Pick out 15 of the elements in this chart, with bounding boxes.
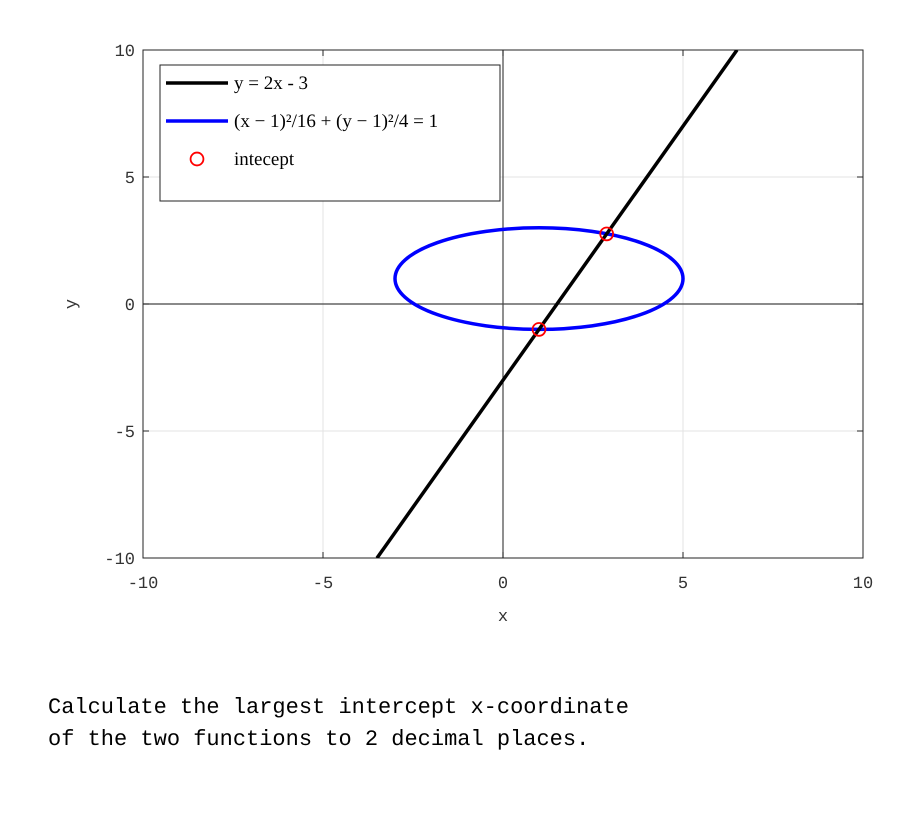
y-tick-label: 0 — [124, 297, 135, 316]
legend-label: (x − 1)²/16 + (y − 1)²/4 = 1 — [234, 111, 438, 132]
legend-label: intecept — [234, 149, 295, 170]
y-axis-title: y — [63, 298, 82, 310]
x-tick-label: 5 — [678, 575, 688, 594]
x-tick-label: -5 — [312, 575, 334, 594]
x-axis-title: x — [498, 608, 508, 627]
x-tick-label: 0 — [498, 575, 508, 594]
legend-label: y = 2x - 3 — [234, 73, 308, 94]
y-tick-label: -10 — [104, 551, 135, 570]
x-tick-label: 10 — [852, 575, 874, 594]
y-tick-label: 5 — [124, 170, 135, 189]
text: Calculate the largest intercept x-coordinate of the two functions to 2 decimal places. — [48, 695, 629, 752]
y-tick-label: -5 — [114, 424, 135, 443]
y-tick-label: 10 — [114, 43, 135, 62]
